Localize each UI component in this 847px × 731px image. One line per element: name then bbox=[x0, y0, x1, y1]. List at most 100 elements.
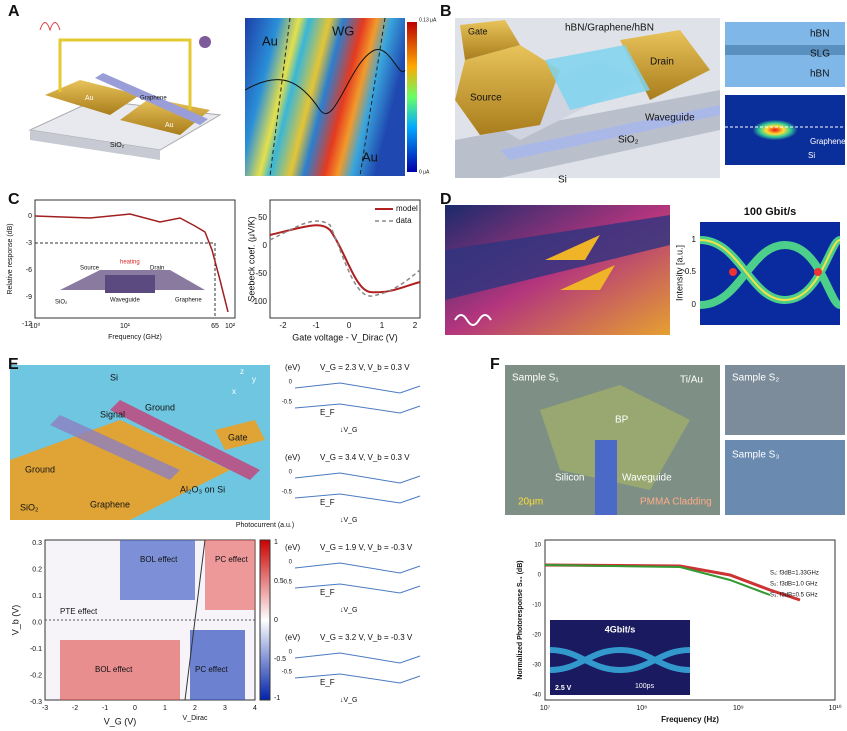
label: ↓V_G bbox=[340, 427, 358, 434]
label: -0.2 bbox=[30, 672, 42, 679]
label: 0.2 bbox=[32, 566, 42, 573]
label: heating bbox=[120, 260, 140, 266]
label: Ground bbox=[25, 464, 55, 474]
label: V_G (V) bbox=[104, 716, 137, 726]
label: -9 bbox=[26, 294, 32, 301]
label: Graphene bbox=[175, 298, 202, 304]
label: -12 bbox=[22, 321, 32, 328]
label: Photocurrent (a.u.) bbox=[236, 522, 294, 529]
label: -40 bbox=[532, 693, 541, 699]
label: Waveguide bbox=[110, 298, 140, 304]
waveguide bbox=[500, 105, 720, 160]
label: 3 bbox=[223, 705, 227, 712]
eye-traces bbox=[549, 646, 691, 674]
micrograph bbox=[725, 365, 845, 435]
electrode bbox=[45, 80, 140, 115]
label: BOL effect bbox=[140, 555, 178, 564]
label: Frequency (Hz) bbox=[661, 715, 719, 724]
label: (eV) bbox=[285, 363, 300, 372]
label: 0 bbox=[28, 213, 32, 220]
label: BP bbox=[615, 415, 629, 426]
source-electrode bbox=[455, 45, 560, 135]
label: 0 μA bbox=[419, 169, 430, 175]
panel-f bbox=[505, 365, 845, 701]
inset-waveguide bbox=[105, 275, 155, 293]
label: 65 bbox=[211, 323, 219, 330]
map-region bbox=[205, 540, 255, 610]
label: 10⁸ bbox=[636, 705, 647, 712]
graphene bbox=[50, 415, 180, 480]
label: SLG bbox=[810, 49, 830, 60]
label: Si bbox=[808, 151, 815, 160]
label: Sample S₂ bbox=[732, 373, 779, 384]
label: y bbox=[252, 375, 256, 384]
edge-line bbox=[359, 17, 386, 177]
label: 0 bbox=[263, 241, 268, 250]
waveguide bbox=[110, 400, 260, 480]
band-diagram bbox=[294, 472, 421, 504]
label: Source bbox=[470, 93, 502, 104]
label: SiO₂ bbox=[55, 300, 68, 306]
electrode bbox=[120, 98, 210, 135]
label: SiO₂ bbox=[618, 135, 639, 146]
crossing bbox=[729, 268, 737, 276]
label: 0 bbox=[347, 321, 352, 330]
label: -3 bbox=[26, 240, 32, 247]
antenna bbox=[545, 235, 600, 260]
label: hBN/Graphene/hBN bbox=[565, 23, 654, 34]
label: PC effect bbox=[195, 665, 229, 674]
label: Graphene bbox=[90, 499, 130, 509]
response-curve bbox=[544, 563, 801, 602]
meter bbox=[199, 36, 211, 48]
label: Si bbox=[558, 175, 567, 186]
label: Signal bbox=[100, 409, 125, 419]
light-wave bbox=[454, 314, 492, 326]
colorbar bbox=[407, 22, 417, 172]
label: 2 bbox=[413, 321, 418, 330]
label: model bbox=[396, 204, 418, 213]
label: Source bbox=[80, 266, 100, 272]
label: 0.0 bbox=[32, 619, 42, 626]
panel-b bbox=[455, 18, 845, 178]
label: 0.1 bbox=[32, 593, 42, 600]
label: V_G = 2.3 V, V_b = 0.3 V bbox=[320, 363, 410, 372]
label: BOL effect bbox=[95, 665, 133, 674]
substrate-side bbox=[30, 130, 160, 160]
response-curve bbox=[544, 564, 771, 596]
label: x bbox=[232, 387, 236, 396]
label: SiO₂ bbox=[110, 142, 125, 149]
profile-curve bbox=[244, 49, 406, 114]
panel-label: C bbox=[8, 191, 20, 208]
label: Silicon bbox=[555, 473, 584, 484]
label: Al₂O₃ on Si bbox=[180, 484, 225, 494]
label: -0.5 bbox=[282, 670, 293, 676]
wire bbox=[58, 38, 192, 110]
electrodes bbox=[10, 420, 230, 520]
band-diagram bbox=[294, 382, 421, 414]
label: -20 bbox=[532, 633, 541, 639]
label: Gate bbox=[468, 26, 488, 36]
label: Sample S₃ bbox=[732, 450, 779, 461]
label: (eV) bbox=[285, 543, 300, 552]
label: 10² bbox=[225, 323, 236, 330]
label: E_F bbox=[320, 678, 335, 687]
label: 10⁰ bbox=[30, 322, 41, 330]
model-curve bbox=[269, 224, 421, 294]
label: Au bbox=[362, 149, 378, 164]
panel-e bbox=[10, 365, 271, 701]
gate-pad bbox=[215, 420, 265, 450]
label: 100ps bbox=[635, 683, 655, 690]
map-region bbox=[60, 640, 180, 700]
label: Ground bbox=[145, 402, 175, 412]
label: 0.3 bbox=[32, 540, 42, 547]
label: V_G = 1.9 V, V_b = -0.3 V bbox=[320, 543, 413, 552]
label: -3 bbox=[42, 705, 48, 712]
label: Gate voltage - V_Dirac (V) bbox=[292, 332, 398, 342]
label: Gate bbox=[228, 432, 248, 442]
label: 10¹ bbox=[120, 323, 131, 330]
gate-electrode bbox=[460, 20, 520, 60]
label: -1 bbox=[312, 321, 320, 330]
label: Relative response (dB) bbox=[7, 223, 14, 294]
label: -0.5 bbox=[282, 400, 293, 406]
